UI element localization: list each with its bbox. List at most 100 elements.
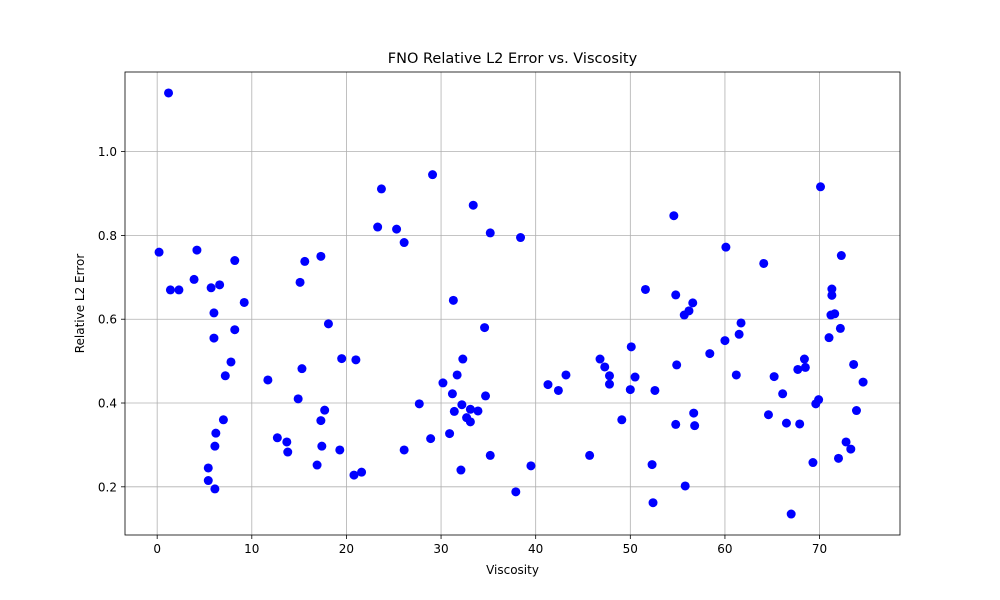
data-point <box>846 444 856 454</box>
data-point <box>835 323 845 333</box>
y-tick-label: 0.2 <box>98 480 117 494</box>
data-point <box>399 445 409 455</box>
data-point <box>858 377 868 387</box>
data-point <box>617 415 627 425</box>
data-point <box>814 395 824 405</box>
data-point <box>640 284 650 294</box>
data-point <box>376 184 386 194</box>
y-tick-label: 0.4 <box>98 397 117 411</box>
data-point <box>211 428 221 438</box>
data-point <box>626 342 636 352</box>
data-point <box>206 283 216 293</box>
y-tick-label: 0.8 <box>98 229 117 243</box>
data-point <box>650 385 660 395</box>
data-point <box>456 465 466 475</box>
data-point <box>824 333 834 343</box>
data-point <box>734 329 744 339</box>
data-point <box>480 323 490 333</box>
data-point <box>759 258 769 268</box>
data-point <box>438 378 448 388</box>
data-point <box>793 364 803 374</box>
data-point <box>272 433 282 443</box>
data-point <box>795 419 805 429</box>
data-point <box>215 280 225 290</box>
data-point <box>335 445 345 455</box>
data-point <box>458 354 468 364</box>
data-point <box>351 355 361 365</box>
data-point <box>689 408 699 418</box>
y-tick-label: 0.6 <box>98 313 117 327</box>
data-point <box>373 222 383 232</box>
x-tick-label: 0 <box>153 542 161 556</box>
data-point <box>465 404 475 414</box>
data-point <box>781 418 791 428</box>
data-point <box>414 399 424 409</box>
data-point <box>392 224 402 234</box>
data-point <box>239 297 249 307</box>
data-point <box>323 319 333 329</box>
data-point <box>688 298 698 308</box>
data-point <box>690 421 700 431</box>
data-point <box>684 306 694 316</box>
data-point <box>154 247 164 257</box>
data-point <box>445 429 455 439</box>
data-point <box>671 419 681 429</box>
data-point <box>230 256 240 266</box>
data-point <box>736 318 746 328</box>
data-point <box>203 476 213 486</box>
data-point <box>836 251 846 261</box>
data-point <box>320 405 330 415</box>
data-point <box>283 447 293 457</box>
data-point <box>721 242 731 252</box>
data-point <box>218 415 228 425</box>
data-point <box>630 372 640 382</box>
data-point <box>671 290 681 300</box>
grid-lines <box>125 72 900 535</box>
data-point <box>808 458 818 468</box>
data-point <box>720 336 730 346</box>
data-point <box>851 406 861 416</box>
data-point <box>428 170 438 180</box>
data-point <box>769 372 779 382</box>
data-point <box>399 238 409 248</box>
data-point <box>830 309 840 319</box>
data-point <box>473 406 483 416</box>
data-point <box>816 182 826 192</box>
data-point <box>800 362 810 372</box>
data-point <box>226 357 236 367</box>
data-point <box>164 88 174 98</box>
data-point <box>465 417 475 427</box>
data-point <box>192 245 202 255</box>
data-point <box>585 450 595 460</box>
data-point <box>481 391 491 401</box>
data-point <box>604 379 614 389</box>
x-tick-label: 30 <box>433 542 448 556</box>
data-point <box>452 370 462 380</box>
data-point <box>337 354 347 364</box>
data-point <box>263 375 273 385</box>
data-point <box>220 371 230 381</box>
data-point <box>827 284 837 294</box>
data-point <box>282 437 292 447</box>
x-axis-label: Viscosity <box>486 563 539 577</box>
data-point <box>316 251 326 261</box>
data-point <box>457 400 467 410</box>
data-point <box>543 380 553 390</box>
data-point <box>731 370 741 380</box>
data-point <box>165 285 175 295</box>
data-point <box>648 498 658 508</box>
data-point <box>786 509 796 519</box>
y-axis-label: Relative L2 Error <box>73 254 87 354</box>
x-tick-label: 40 <box>528 542 543 556</box>
x-tick-label: 20 <box>339 542 354 556</box>
data-point <box>561 370 571 380</box>
data-point <box>174 285 184 295</box>
data-point <box>189 274 199 284</box>
data-point <box>293 394 303 404</box>
data-point <box>468 200 478 210</box>
data-point <box>426 434 436 444</box>
data-point <box>827 290 837 300</box>
y-axis-ticks: 0.2 0.4 0.6 0.8 1.0 <box>98 145 125 494</box>
